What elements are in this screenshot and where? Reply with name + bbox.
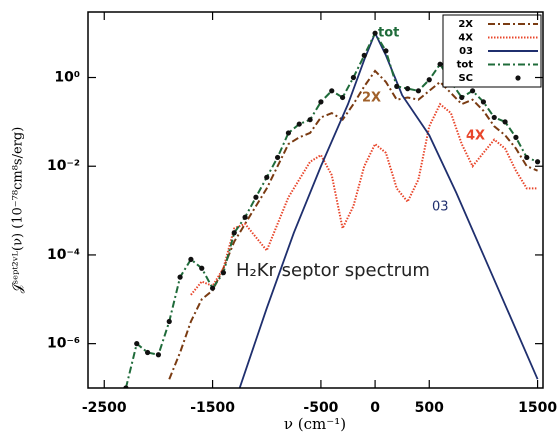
- data-point: [372, 30, 378, 36]
- legend-label: 2X: [458, 19, 473, 30]
- series-line: [238, 30, 539, 388]
- data-point: [166, 318, 172, 325]
- x-tick-label: 1500: [518, 400, 557, 416]
- series-line: [124, 31, 538, 388]
- series-line: [168, 69, 538, 380]
- data-point: [242, 214, 248, 220]
- y-axis-label: 𝒥ˢᵉᵖᵗ²ᵛᴸ(ν) (10⁻⁷⁸cm⁸s/erg): [11, 127, 26, 294]
- data-point: [383, 48, 389, 54]
- data-point: [307, 117, 313, 123]
- data-point: [361, 52, 367, 58]
- data-point: [415, 88, 422, 94]
- x-tick-label: 0: [370, 400, 380, 416]
- data-point: [264, 174, 270, 180]
- y-tick-label: 10⁻²: [47, 158, 80, 174]
- annotation: 03: [432, 200, 449, 215]
- data-point: [426, 77, 432, 83]
- y-tick-label: 10⁻⁶: [47, 336, 80, 352]
- data-point: [144, 349, 151, 356]
- data-point: [209, 285, 216, 291]
- legend-swatch: [515, 75, 521, 81]
- series-line: [190, 102, 538, 296]
- data-point: [296, 121, 302, 127]
- legend-label: SC: [458, 73, 473, 84]
- annotation: tot: [378, 26, 399, 41]
- data-point: [534, 159, 541, 165]
- data-point: [491, 114, 497, 121]
- x-tick-label: 500: [415, 400, 444, 416]
- plot-area: [123, 30, 541, 388]
- legend: 2X 4X 03 tot SC: [442, 14, 542, 88]
- data-point: [231, 230, 237, 236]
- data-point: [188, 256, 194, 262]
- plot-frame: [87, 11, 544, 389]
- legend-label: 03: [459, 46, 473, 57]
- x-axis-label: ν (cm⁻¹): [284, 415, 346, 433]
- x-tick-label: -2500: [82, 400, 127, 416]
- data-point: [524, 154, 530, 161]
- y-tick-label: 10⁻⁴: [47, 247, 80, 263]
- data-point: [253, 194, 259, 200]
- data-point: [199, 265, 205, 271]
- data-point: [480, 99, 487, 105]
- data-point: [459, 94, 465, 101]
- legend-label: tot: [457, 60, 474, 71]
- legend-label: 4X: [458, 33, 473, 44]
- data-point: [469, 88, 476, 94]
- data-point: [285, 130, 292, 136]
- annotation: 2X: [362, 91, 381, 106]
- data-point: [394, 83, 400, 89]
- data-point: [155, 352, 162, 358]
- data-point: [350, 74, 357, 81]
- data-point: [502, 119, 508, 125]
- data-point: [177, 274, 183, 280]
- data-point: [318, 99, 324, 105]
- x-tick-label: -500: [303, 400, 338, 416]
- annotation: H₂Kr septor spectrum: [236, 260, 430, 281]
- data-point: [134, 341, 140, 347]
- x-tick-label: -1500: [190, 400, 235, 416]
- data-point: [220, 270, 227, 276]
- data-point: [339, 94, 346, 101]
- data-point: [404, 86, 411, 92]
- annotation: 4X: [466, 129, 485, 144]
- data-point: [513, 134, 519, 140]
- y-tick-label: 10⁰: [54, 70, 80, 86]
- data-point: [329, 88, 335, 94]
- data-point: [437, 61, 443, 67]
- data-point: [274, 154, 281, 161]
